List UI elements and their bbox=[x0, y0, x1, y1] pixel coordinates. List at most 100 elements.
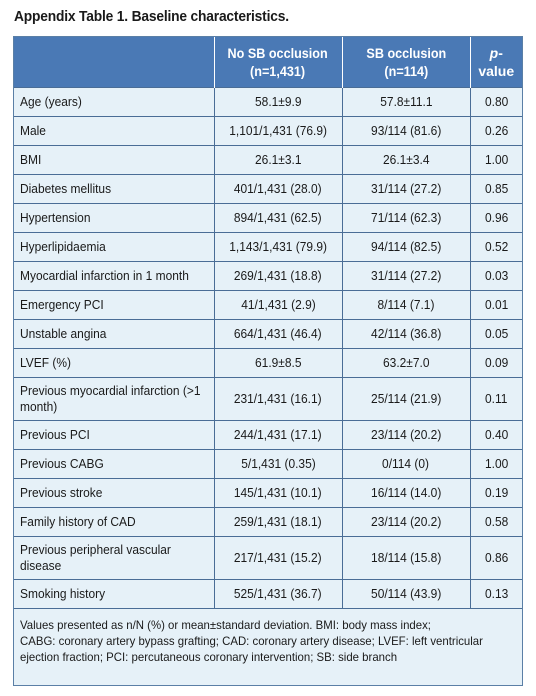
cell-p-value: 0.52 bbox=[469, 232, 522, 262]
cell-p-value: 0.11 bbox=[469, 377, 522, 421]
cell-p-value-text: 0.05 bbox=[484, 326, 508, 341]
row-label-text: Emergency PCI bbox=[20, 297, 104, 312]
table-row: BMI 26.1±3.1 26.1±3.4 1.00 bbox=[14, 145, 522, 175]
row-label: Diabetes mellitus bbox=[14, 174, 214, 204]
cell-sb-occlusion-text: 94/114 (82.5) bbox=[370, 239, 442, 254]
row-label-text: Diabetes mellitus bbox=[20, 181, 112, 196]
table-row: Previous myocardial infarction (>1 month… bbox=[14, 377, 522, 421]
row-label: Male bbox=[14, 116, 214, 146]
row-label: BMI bbox=[14, 145, 214, 175]
row-label: Previous CABG bbox=[14, 449, 214, 479]
cell-sb-occlusion-text: 23/114 (20.2) bbox=[370, 427, 442, 442]
cell-no-sb-occlusion-text: 401/1,431 (28.0) bbox=[234, 181, 322, 196]
table-row: Unstable angina 664/1,431 (46.4) 42/114 (3… bbox=[14, 319, 522, 349]
cell-sb-occlusion: 18/114 (15.8) bbox=[341, 536, 470, 580]
row-label: Age (years) bbox=[14, 87, 214, 117]
cell-sb-occlusion-text: 50/114 (43.9) bbox=[370, 586, 442, 601]
cell-no-sb-occlusion: 61.9±8.5 bbox=[213, 348, 342, 378]
row-label: Previous peripheral vascular disease bbox=[14, 536, 214, 580]
cell-sb-occlusion: 94/114 (82.5) bbox=[341, 232, 470, 262]
row-label: Hyperlipidaemia bbox=[14, 232, 214, 262]
table-row: Previous stroke 145/1,431 (10.1) 16/114 (1… bbox=[14, 478, 522, 508]
row-label-text: BMI bbox=[20, 152, 42, 167]
cell-sb-occlusion: 23/114 (20.2) bbox=[341, 507, 470, 537]
cell-no-sb-occlusion-text: 894/1,431 (62.5) bbox=[234, 210, 322, 225]
header-characteristic bbox=[14, 37, 214, 88]
cell-sb-occlusion: 42/114 (36.8) bbox=[341, 319, 470, 349]
cell-no-sb-occlusion: 269/1,431 (18.8) bbox=[213, 261, 342, 291]
baseline-characteristics-table: No SB occlusion (n=1,431) SB occlusion (… bbox=[14, 37, 522, 608]
table-row: Myocardial infarction in 1 month 269/1,43… bbox=[14, 261, 522, 291]
cell-sb-occlusion-text: 26.1±3.4 bbox=[382, 152, 430, 167]
table-row: Previous CABG 5/1,431 (0.35) 0/114 (0) 1.00 bbox=[14, 449, 522, 479]
cell-sb-occlusion-text: 8/114 (7.1) bbox=[377, 297, 435, 312]
cell-p-value: 1.00 bbox=[469, 449, 522, 479]
cell-sb-occlusion: 31/114 (27.2) bbox=[341, 261, 470, 291]
cell-sb-occlusion-text: 57.8±11.1 bbox=[379, 94, 433, 109]
cell-p-value-text: 0.19 bbox=[484, 485, 508, 500]
cell-p-value: 1.00 bbox=[469, 145, 522, 175]
cell-p-value: 0.19 bbox=[469, 478, 522, 508]
cell-no-sb-occlusion-text: 1,143/1,431 (79.9) bbox=[229, 239, 327, 254]
cell-p-value-text: 0.58 bbox=[484, 514, 508, 529]
cell-sb-occlusion: 63.2±7.0 bbox=[341, 348, 470, 378]
cell-no-sb-occlusion-text: 244/1,431 (17.1) bbox=[234, 427, 322, 442]
cell-no-sb-occlusion-text: 217/1,431 (15.2) bbox=[234, 550, 322, 565]
table-row: LVEF (%) 61.9±8.5 63.2±7.0 0.09 bbox=[14, 348, 522, 378]
cell-no-sb-occlusion: 5/1,431 (0.35) bbox=[213, 449, 342, 479]
cell-p-value-text: 1.00 bbox=[484, 456, 508, 471]
cell-sb-occlusion-text: 71/114 (62.3) bbox=[370, 210, 442, 225]
cell-p-value-text: 0.01 bbox=[484, 297, 508, 312]
row-label: Unstable angina bbox=[14, 319, 214, 349]
row-label: Family history of CAD bbox=[14, 507, 214, 537]
cell-sb-occlusion-text: 25/114 (21.9) bbox=[370, 391, 442, 406]
cell-no-sb-occlusion-text: 231/1,431 (16.1) bbox=[234, 391, 322, 406]
cell-no-sb-occlusion: 231/1,431 (16.1) bbox=[213, 377, 342, 421]
table-title: Appendix Table 1. Baseline characteristi… bbox=[14, 8, 289, 25]
table-row: Emergency PCI 41/1,431 (2.9) 8/114 (7.1) 0.… bbox=[14, 290, 522, 320]
row-label: Previous myocardial infarction (>1 month… bbox=[14, 377, 214, 421]
table-row: Previous PCI 244/1,431 (17.1) 23/114 (20.2… bbox=[14, 420, 522, 450]
footnote-line3: ejection fraction; PCI: percutaneous cor… bbox=[20, 650, 398, 664]
header-sb-occlusion: SB occlusion (n=114) bbox=[341, 37, 470, 88]
row-label-text: Hypertension bbox=[20, 210, 91, 225]
cell-sb-occlusion: 50/114 (43.9) bbox=[341, 579, 470, 608]
cell-p-value-text: 0.26 bbox=[484, 123, 508, 138]
table-row: Smoking history 525/1,431 (36.7) 50/114 (4… bbox=[14, 579, 522, 608]
table-row: Hyperlipidaemia 1,143/1,431 (79.9) 94/114 … bbox=[14, 232, 522, 262]
cell-no-sb-occlusion: 664/1,431 (46.4) bbox=[213, 319, 342, 349]
cell-no-sb-occlusion-text: 61.9±8.5 bbox=[254, 355, 302, 370]
cell-no-sb-occlusion: 41/1,431 (2.9) bbox=[213, 290, 342, 320]
row-label: Myocardial infarction in 1 month bbox=[14, 261, 214, 291]
cell-p-value-text: 0.40 bbox=[484, 427, 508, 442]
row-label: Previous stroke bbox=[14, 478, 214, 508]
row-label-text: Myocardial infarction in 1 month bbox=[20, 268, 189, 283]
cell-p-value-text: 0.86 bbox=[484, 550, 508, 565]
table-footnote: Values presented as n/N (%) or mean±stan… bbox=[14, 608, 522, 671]
row-label-text: Family history of CAD bbox=[20, 514, 136, 529]
table-row: Family history of CAD 259/1,431 (18.1) 23/… bbox=[14, 507, 522, 537]
cell-p-value: 0.40 bbox=[469, 420, 522, 450]
cell-no-sb-occlusion: 525/1,431 (36.7) bbox=[213, 579, 342, 608]
row-label-text: LVEF (%) bbox=[20, 355, 71, 370]
table-row: Hypertension 894/1,431 (62.5) 71/114 (62.3… bbox=[14, 203, 522, 233]
header-no-sb-occlusion: No SB occlusion (n=1,431) bbox=[213, 37, 342, 88]
header-no-sb-line1: No SB occlusion bbox=[227, 45, 329, 61]
cell-sb-occlusion-text: 63.2±7.0 bbox=[382, 355, 430, 370]
cell-p-value: 0.80 bbox=[469, 87, 522, 117]
cell-p-value: 0.01 bbox=[469, 290, 522, 320]
cell-no-sb-occlusion-text: 145/1,431 (10.1) bbox=[234, 485, 322, 500]
cell-sb-occlusion: 8/114 (7.1) bbox=[341, 290, 470, 320]
cell-sb-occlusion-text: 16/114 (14.0) bbox=[370, 485, 442, 500]
baseline-table-container: No SB occlusion (n=1,431) SB occlusion (… bbox=[13, 36, 523, 686]
cell-p-value-text: 0.03 bbox=[484, 268, 508, 283]
cell-sb-occlusion-text: 18/114 (15.8) bbox=[370, 550, 442, 565]
cell-sb-occlusion-text: 31/114 (27.2) bbox=[370, 181, 442, 196]
cell-p-value: 0.09 bbox=[469, 348, 522, 378]
cell-no-sb-occlusion-text: 269/1,431 (18.8) bbox=[234, 268, 322, 283]
footnote-line1: Values presented as n/N (%) or mean±stan… bbox=[20, 618, 431, 632]
cell-p-value-text: 0.11 bbox=[485, 391, 508, 406]
row-label-text: Previous CABG bbox=[20, 456, 104, 471]
table-header-row: No SB occlusion (n=1,431) SB occlusion (… bbox=[14, 37, 522, 88]
row-label-text: Previous stroke bbox=[20, 485, 103, 500]
